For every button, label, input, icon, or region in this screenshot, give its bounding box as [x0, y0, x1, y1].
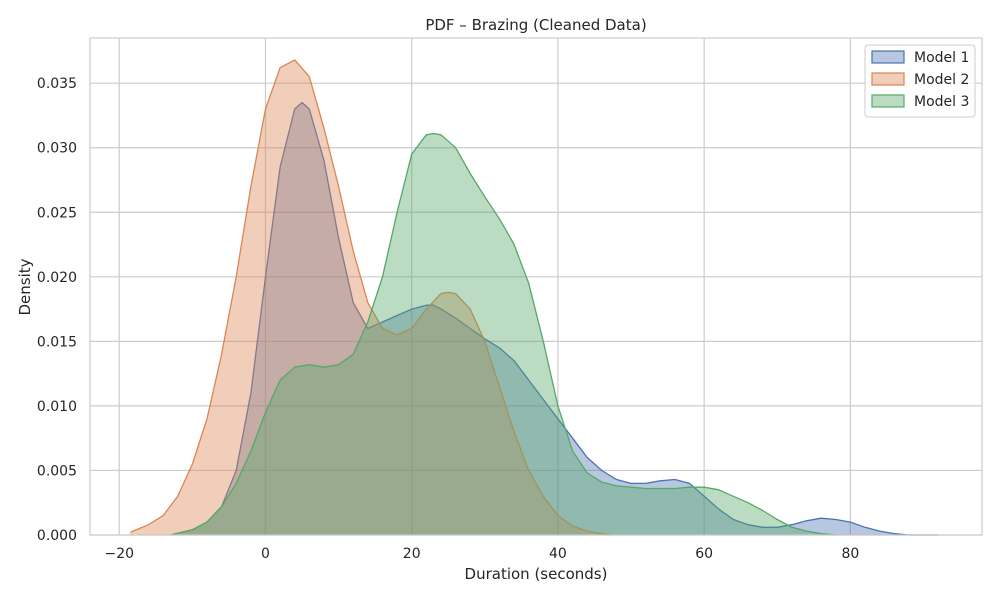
- x-tick-label: 80: [841, 546, 859, 562]
- x-tick-label: 60: [695, 546, 713, 562]
- model-1-legend-swatch: [871, 50, 905, 64]
- grid: [90, 38, 982, 536]
- x-tick-label: 0: [261, 546, 270, 562]
- model-3-legend-label: Model 3: [914, 94, 969, 110]
- y-tick-label: 0.020: [37, 270, 77, 286]
- tick-labels: −20 0 20 40 60 80 0.000 0.005 0.010 0.015 0.020 0.0…: [37, 76, 859, 562]
- model-2-legend-label: Model 2: [914, 72, 969, 88]
- series-layer: [129, 59, 939, 536]
- legend: Model 1 Model 2 Model 3: [864, 44, 976, 118]
- y-tick-label: 0.005: [37, 463, 77, 479]
- model-3-legend-swatch: [871, 94, 905, 108]
- x-axis-title: Duration (seconds): [465, 565, 608, 583]
- model-3-density-area: [170, 133, 836, 535]
- y-tick-label: 0.025: [37, 205, 77, 221]
- model-1-legend-label: Model 1: [914, 50, 969, 66]
- model-1-density-area: [170, 102, 939, 535]
- model-2-density-area: [130, 59, 613, 536]
- plot-frame: [89, 37, 983, 536]
- y-tick-label: 0.035: [37, 76, 77, 92]
- y-axis-title: Density: [16, 258, 34, 315]
- model-2-legend-swatch: [871, 72, 905, 86]
- y-tick-label: 0.015: [37, 334, 77, 350]
- x-tick-label: −20: [104, 546, 134, 562]
- chart-title: PDF – Brazing (Cleaned Data): [425, 16, 646, 34]
- model-1-density-line: [170, 101, 939, 536]
- model-3-density-line: [170, 132, 836, 536]
- x-tick-label: 20: [403, 546, 421, 562]
- y-tick-label: 0.000: [37, 528, 77, 544]
- model-2-density-line: [129, 59, 613, 536]
- y-tick-label: 0.030: [37, 141, 77, 157]
- y-tick-label: 0.010: [37, 399, 77, 415]
- x-tick-label: 40: [549, 546, 567, 562]
